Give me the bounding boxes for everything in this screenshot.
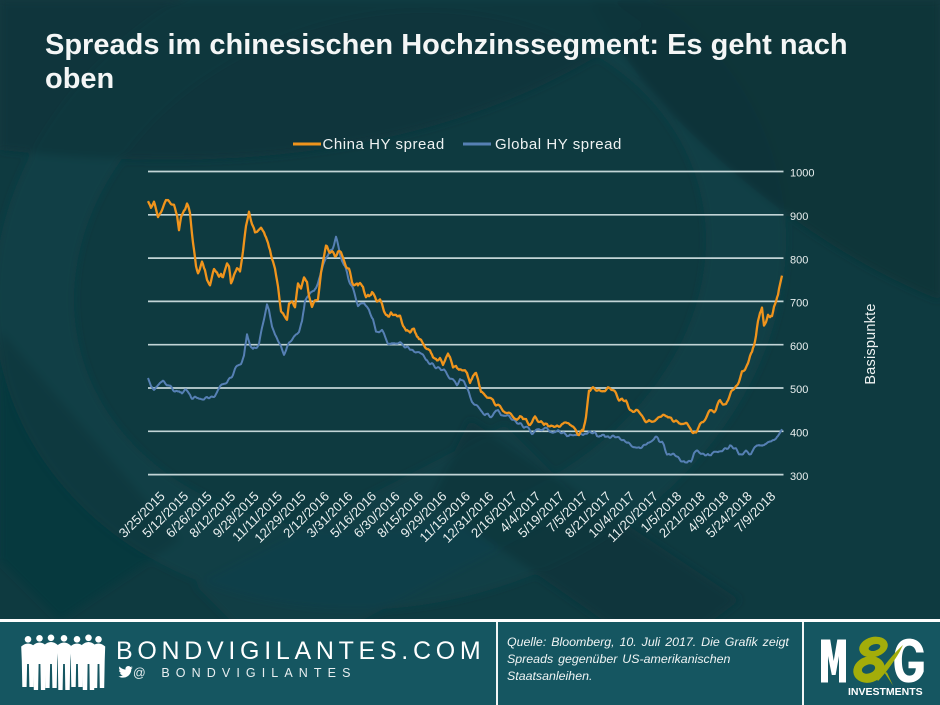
svg-text:Global HY spread: Global HY spread xyxy=(495,136,622,153)
svg-text:300: 300 xyxy=(790,471,808,483)
svg-text:500: 500 xyxy=(790,384,808,396)
svg-text:800: 800 xyxy=(790,254,808,266)
svg-text:1000: 1000 xyxy=(790,168,814,180)
svg-text:400: 400 xyxy=(790,428,808,440)
svg-text:China HY spread: China HY spread xyxy=(323,136,445,153)
svg-text:600: 600 xyxy=(790,341,808,353)
svg-text:900: 900 xyxy=(790,211,808,223)
svg-text:700: 700 xyxy=(790,298,808,310)
svg-text:Basispunkte: Basispunkte xyxy=(863,303,879,384)
